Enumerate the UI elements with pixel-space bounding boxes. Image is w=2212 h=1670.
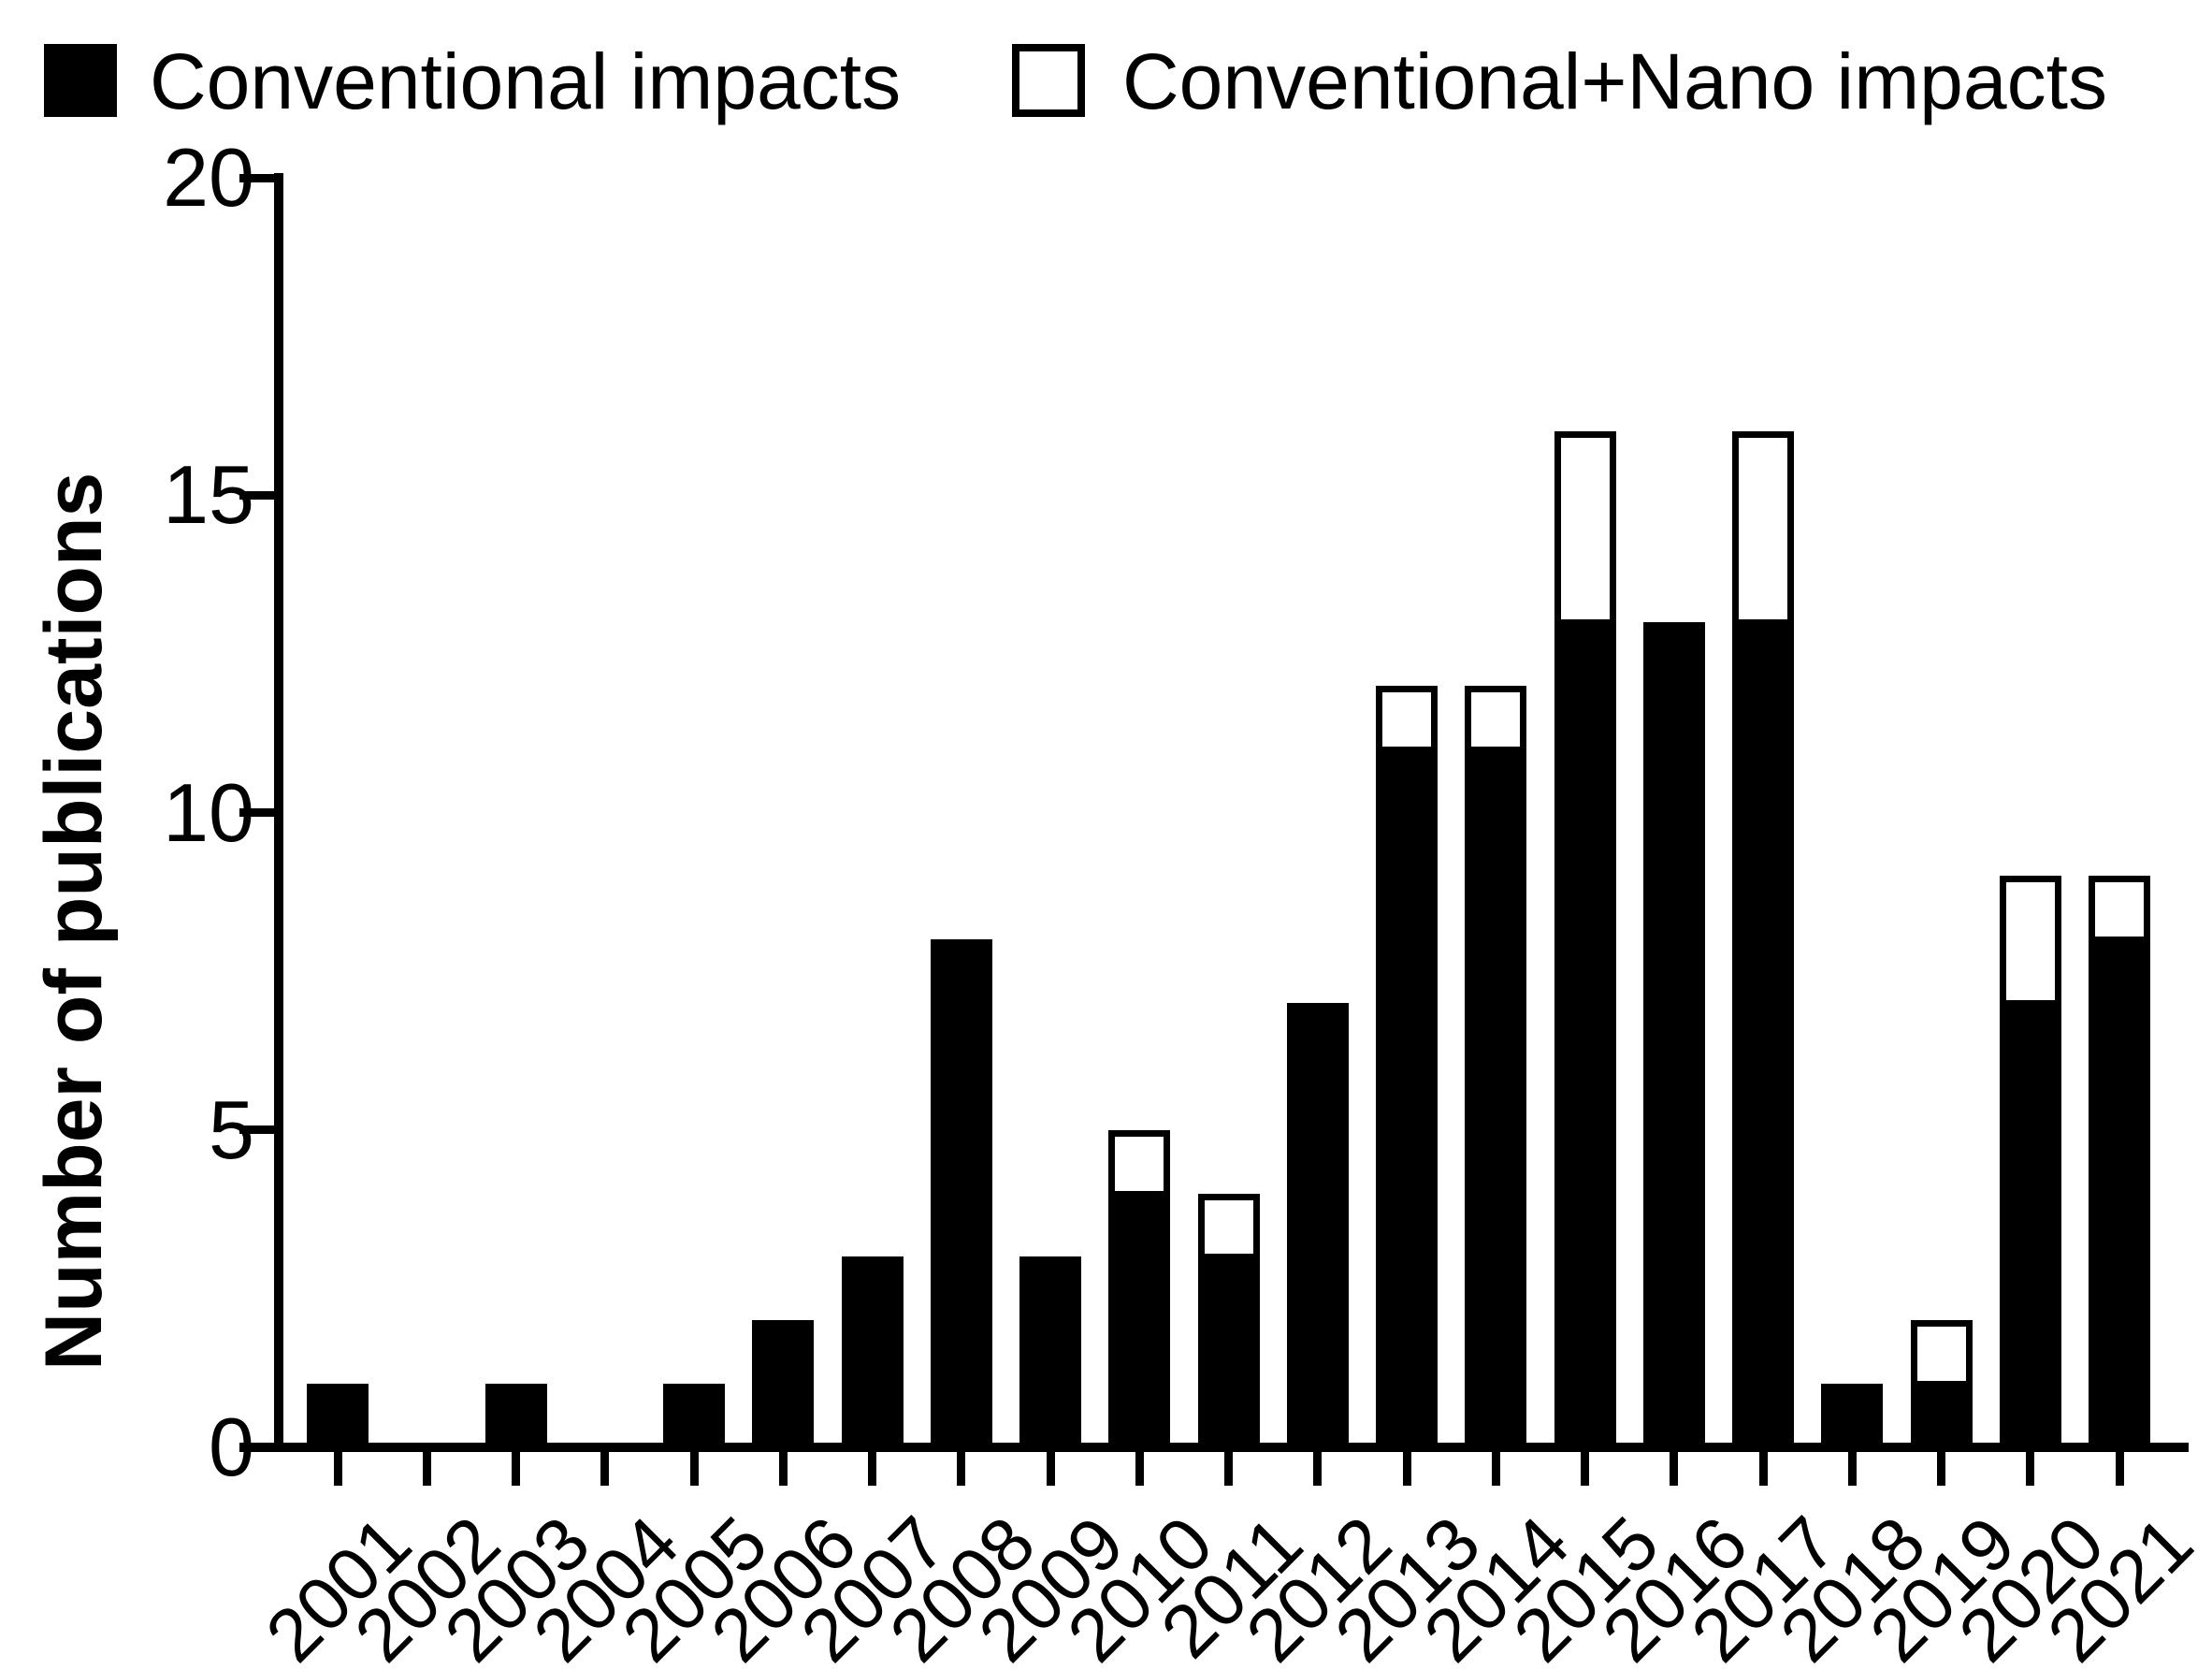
x-axis-tick	[1581, 1450, 1589, 1486]
bar-2016	[1642, 621, 1705, 1447]
x-axis-tick	[2026, 1450, 2035, 1486]
y-axis-tick	[239, 490, 277, 500]
bar-nano-segment-2010	[1108, 1129, 1171, 1198]
bar-nano-segment-2013	[1376, 685, 1438, 753]
x-axis-tick	[2115, 1450, 2124, 1486]
y-axis-title: Number of publications	[29, 472, 119, 1371]
x-axis-tick	[512, 1450, 520, 1486]
y-axis-tick-label: 15	[163, 448, 254, 542]
y-axis-tick	[239, 1125, 277, 1135]
x-axis-tick	[689, 1450, 699, 1486]
x-axis-tick	[1670, 1450, 1679, 1486]
bar-2011	[1197, 1193, 1260, 1447]
bar-nano-segment-2019	[1910, 1320, 1973, 1388]
bar-2015	[1554, 431, 1616, 1447]
bar-2010	[1108, 1129, 1171, 1447]
bar-nano-segment-2021	[2089, 876, 2150, 944]
y-axis-tick-label: 20	[163, 131, 254, 224]
bar-nano-segment-2020	[1999, 876, 2061, 1008]
bar-2006	[752, 1320, 815, 1447]
x-axis-tick	[957, 1450, 966, 1486]
bar-2009	[1019, 1256, 1081, 1447]
bar-2021	[2089, 876, 2150, 1447]
x-axis-tick	[1758, 1450, 1768, 1486]
bar-2012	[1286, 1003, 1349, 1447]
x-axis-tick	[1135, 1450, 1144, 1486]
legend-swatch-filled-square-icon	[44, 44, 117, 117]
legend-label-conventional-nano: Conventional+Nano impacts	[1122, 37, 2107, 125]
x-axis-tick	[333, 1450, 342, 1486]
y-axis-tick-label: 10	[163, 765, 254, 859]
bar-2007	[841, 1256, 904, 1447]
bar-2017	[1732, 431, 1794, 1447]
bar-2001	[307, 1384, 369, 1447]
x-axis-tick	[1224, 1450, 1233, 1486]
y-axis-tick	[239, 808, 277, 817]
x-axis-tick	[1937, 1450, 1945, 1486]
x-axis-tick	[600, 1450, 610, 1486]
bar-2008	[930, 939, 992, 1447]
bar-2020	[1999, 876, 2061, 1447]
x-axis-tick	[778, 1450, 788, 1486]
x-axis-tick	[1491, 1450, 1500, 1486]
bar-2003	[484, 1384, 547, 1447]
legend-label-conventional: Conventional impacts	[150, 37, 902, 125]
x-axis-tick	[1046, 1450, 1055, 1486]
y-axis-tick-label: 0	[209, 1401, 254, 1493]
x-axis-tick	[868, 1450, 876, 1486]
bar-2019	[1910, 1320, 1973, 1447]
y-axis-line	[274, 173, 283, 1452]
bar-2018	[1821, 1384, 1884, 1447]
x-axis-tick	[1847, 1450, 1857, 1486]
bar-nano-segment-2015	[1554, 431, 1616, 626]
bar-2014	[1465, 685, 1527, 1447]
x-axis-line	[239, 1443, 2189, 1452]
x-axis-tick	[422, 1450, 431, 1486]
bar-nano-segment-2014	[1465, 685, 1527, 753]
y-axis-tick-label: 5	[209, 1082, 254, 1176]
bar-nano-segment-2017	[1732, 431, 1794, 626]
bar-2013	[1376, 685, 1438, 1447]
x-axis-tick	[1402, 1450, 1411, 1486]
bar-2005	[663, 1384, 725, 1447]
bar-nano-segment-2011	[1197, 1193, 1260, 1261]
y-axis-tick	[239, 173, 277, 182]
legend-swatch-outlined-square-icon	[1012, 44, 1085, 117]
x-axis-tick	[1313, 1450, 1323, 1486]
